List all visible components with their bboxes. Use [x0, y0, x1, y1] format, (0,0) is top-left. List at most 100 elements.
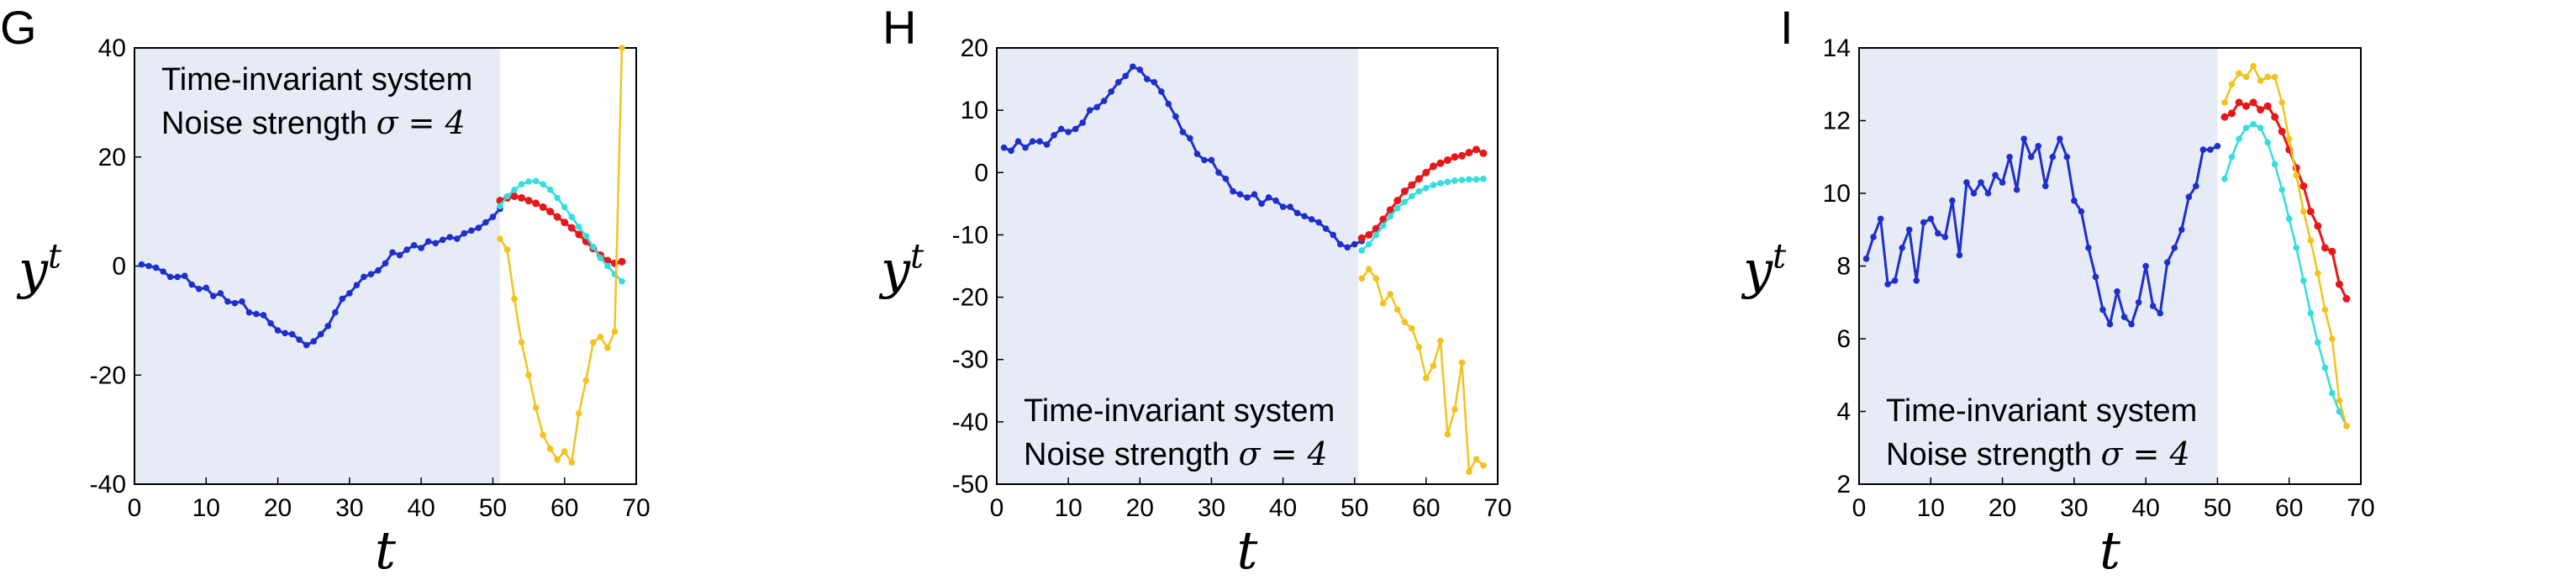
panel-i-series-observed-point [2214, 142, 2221, 150]
panel-g-ylabel-base: y [16, 239, 49, 300]
panel-h-annotation-sigma: σ = 4 [1239, 435, 1328, 472]
panel-h-series-observed-point [1122, 72, 1130, 80]
panel-i-series-observed-point [2114, 287, 2120, 295]
panel-g-series-cyan-point [590, 243, 597, 250]
panel-h-series-observed-point [1308, 216, 1315, 223]
panel-i-series-observed-point [2063, 153, 2071, 161]
panel-g-series-observed-point [446, 234, 454, 240]
panel-i-series-yellow-point [2250, 62, 2257, 70]
panel-i-series [1862, 62, 2351, 430]
panel-i-series-red-point [2328, 247, 2336, 256]
panel-g-series-cyan-point [525, 178, 532, 185]
panel-g-annotation-sigma: σ = 4 [377, 104, 466, 141]
panel-h-series-observed-point [1330, 231, 1336, 239]
panel-g-series-cyan-point [597, 254, 604, 261]
panel-i-series-observed-point [1999, 179, 2006, 186]
panel-g-series-red-point [518, 193, 526, 202]
panel-i-ticks: 0 10 20 30 40 50 60 70 2 4 6 8 10 12 14 [1823, 34, 2375, 522]
panel-h-xtick-label: 40 [1269, 494, 1297, 522]
panel-g-series-yellow-point [511, 295, 518, 303]
panel-h-series-yellow-point [1372, 275, 1380, 282]
panel-g-series-yellow [497, 45, 625, 466]
panel-g-series-observed-point [245, 308, 253, 316]
panel-i-xlabel: t [2099, 519, 2120, 580]
panel-h-series-observed-point [1265, 194, 1272, 201]
panel-h-series-cyan-point [1451, 177, 1458, 184]
panel-h-series-observed-point [1079, 119, 1086, 126]
panel-g-xtick-label: 40 [407, 494, 435, 522]
panel-g-series-red-point [567, 224, 576, 232]
panel-g-series-observed-point [253, 310, 260, 318]
panel-g-ytick-label: 0 [112, 253, 126, 281]
panel-h-series-cyan-point [1365, 240, 1372, 248]
panel-h-ytick-label: -30 [952, 346, 988, 374]
panel-i-series-yellow-point [2278, 99, 2285, 106]
panel-h-series-observed-point [1215, 169, 1222, 177]
panel-h-ytick-label: -50 [952, 471, 988, 498]
panel-h-series-observed-point [1065, 129, 1072, 135]
panel-h-ylabel: yt [878, 237, 925, 300]
panel-g-annotation: Time-invariant system Noise strength σ =… [161, 62, 472, 141]
panel-i-series-observed-point [1963, 179, 1970, 186]
panel-g-series-observed-point [195, 285, 203, 293]
panel-i-series-cyan-point [2315, 339, 2321, 346]
panel-h-series-cyan-point [1430, 182, 1437, 188]
panel-h-series-observed-point [1208, 156, 1215, 164]
panel-g-series-cyan [497, 177, 625, 285]
panel-h-xtick-label: 60 [1412, 494, 1440, 522]
panel-i-series-yellow-point [2271, 73, 2278, 81]
panel-i-series-yellow-point [2236, 70, 2242, 77]
panel-h-xtick-label: 0 [990, 494, 1004, 522]
panel-h-series-yellow-point [1437, 337, 1444, 345]
panel-h-series-observed-point [1301, 213, 1308, 219]
panel-g-series-observed-point [282, 330, 288, 337]
panel-h: H 0 10 20 30 40 50 60 70 -50 -40 -30 -20 -10 0 10 20 Ti… [878, 1, 1512, 580]
panel-h-series-yellow-point [1472, 456, 1480, 463]
panel-i-series-observed-point [2020, 135, 2027, 142]
panel-i-series-observed-point [2178, 226, 2185, 234]
panel-h-series-yellow-line [1361, 267, 1484, 473]
panel-g-series-observed-point [475, 224, 482, 231]
panel-i-ylabel-base: y [1741, 239, 1773, 300]
panel-g-series-observed-point [296, 336, 303, 343]
panel-i-series-cyan-point [2329, 390, 2336, 397]
panel-h-ytick-label: 0 [974, 159, 988, 187]
panel-i-series-observed-point [1992, 171, 1999, 179]
panel-i-series-observed-point [1884, 281, 1891, 287]
panel-h-series-observed-point [1272, 197, 1279, 204]
panel-g-series-observed-point [410, 242, 418, 249]
panel-g-ylabel-sup: t [48, 237, 62, 276]
panel-i-ylabel-sup: t [1773, 237, 1787, 276]
panel-label-h: H [882, 1, 916, 54]
panel-g-series-yellow-point [575, 409, 582, 417]
panel-h-series-red-point [1365, 230, 1373, 239]
panel-h-series-observed-point [1000, 144, 1008, 151]
panel-g-series-observed-point [346, 290, 353, 297]
panel-g-series-observed-point [461, 229, 468, 237]
panel-g-xtick-label: 10 [192, 494, 220, 522]
panel-i-series-red [2220, 98, 2351, 303]
panel-h-series-yellow-point [1466, 468, 1472, 475]
panel-i-ytick-label: 12 [1823, 108, 1851, 135]
panel-i-xtick-label: 40 [2131, 494, 2159, 522]
panel-g-series-observed-point [260, 312, 267, 319]
panel-h-series-observed-point [1165, 100, 1172, 108]
panel-i-series-yellow-point [2221, 99, 2228, 106]
panel-i-series-observed-point [2207, 146, 2214, 153]
panel-h-series-cyan [1358, 175, 1487, 254]
panel-h-series [1000, 63, 1488, 475]
panel-i-series-yellow-point [2336, 397, 2343, 404]
panel-h-ytick-label: -40 [952, 409, 988, 436]
panel-g-series-cyan-point [511, 186, 518, 193]
panel-h-series-cyan-point [1387, 213, 1394, 219]
panel-h-series-cyan-point [1372, 231, 1380, 239]
panel-g-series-observed-point [453, 235, 461, 242]
panel-g-series-red-point [618, 257, 626, 266]
panel-g-series-yellow-point [546, 446, 554, 452]
panel-h-series-observed-point [1129, 63, 1136, 71]
panel-i-series-observed-point [2035, 142, 2042, 150]
panel-g-series-yellow-point [619, 45, 625, 51]
panel-i-series-cyan-point [2221, 175, 2228, 182]
panel-label-g: G [0, 1, 37, 54]
panel-i-series-yellow-point [2329, 335, 2336, 342]
